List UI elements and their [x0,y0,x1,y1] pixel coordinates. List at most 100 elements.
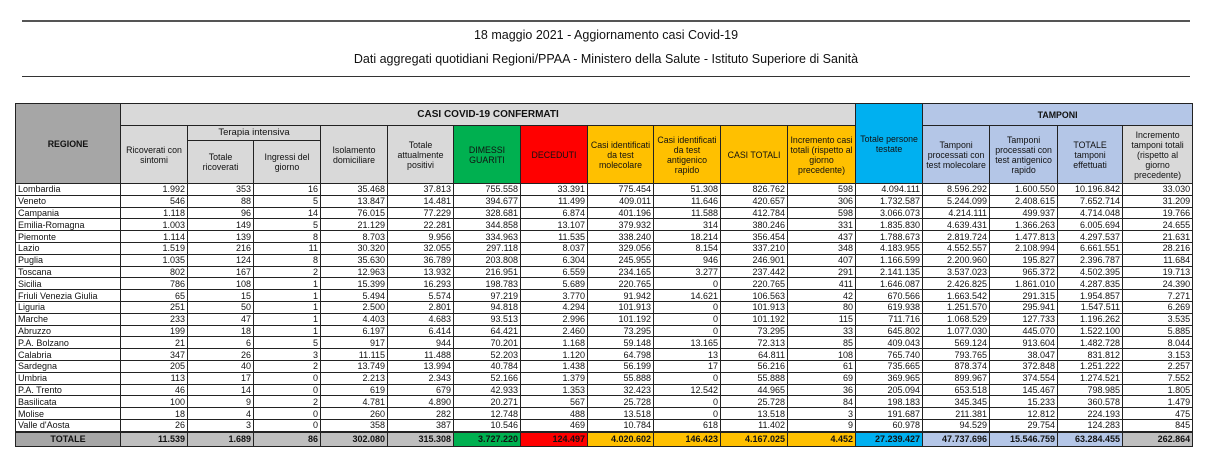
cell-ti-totale: 108 [187,277,254,291]
cell-deceduti: 6.874 [520,206,588,220]
header-tamponi-antigenico: Tamponi processati con test antigenico r… [989,125,1059,184]
cell-attualmente-positivi: 4.890 [387,395,454,409]
total-casi-totali: 4.167.025 [720,430,788,447]
cell-incremento-tamponi: 3.535 [1122,312,1194,326]
cell-tamponi-totale: 6.005.694 [1057,218,1124,232]
cell-regione: P.A. Trento [15,383,121,397]
cell-ti-ingressi: 5 [253,218,321,232]
cell-tamponi-totale: 1.954.857 [1057,289,1124,302]
cell-ti-ingressi: 2 [253,395,321,409]
cell-persone-testate: 205.094 [855,383,924,397]
cell-deceduti: 8.037 [520,241,588,255]
total-tamponi-antigenico: 15.546.759 [989,430,1059,447]
cell-casi-totali: 220.765 [720,277,788,291]
cell-tamponi-antigenico: 499.937 [989,206,1059,220]
table-row: Liguria 251 50 1 2.500 2.801 94.818 4.294 101.91… [15,300,1194,314]
cell-dimessi: 40.784 [453,359,521,373]
cell-tamponi-molecolare: 899.967 [922,371,991,385]
cell-tamponi-molecolare: 4.639.431 [922,218,991,232]
cell-tamponi-totale: 1.522.100 [1057,324,1124,338]
cell-tamponi-totale: 2.396.787 [1057,253,1124,267]
cell-deceduti: 5.689 [520,277,588,291]
cell-isolamento: 13.749 [320,359,388,373]
total-casi-antigenico: 146.423 [653,430,721,447]
cell-attualmente-positivi: 36.789 [387,253,454,267]
cell-tamponi-molecolare: 4.552.557 [922,241,991,255]
cell-deceduti: 6.559 [520,265,588,279]
cell-tamponi-antigenico: 127.733 [989,312,1059,326]
cell-tamponi-totale: 124.283 [1057,418,1124,433]
cell-ricoverati: 1.114 [120,230,188,243]
cell-regione: Puglia [15,253,121,267]
table-row: Sardegna 205 40 2 13.749 13.994 40.784 1.438 56.… [15,359,1194,373]
cell-incremento-casi: 115 [786,312,857,326]
cell-dimessi: 10.546 [453,418,521,433]
table-row: Campania 1.118 96 14 76.015 77.229 328.681 6.87… [15,206,1194,220]
cell-dimessi: 394.677 [453,194,521,208]
cell-ricoverati: 347 [120,348,188,361]
cell-tamponi-totale: 360.578 [1057,395,1124,409]
cell-incremento-casi: 36 [786,383,857,397]
cell-ti-totale: 149 [187,218,254,232]
cell-incremento-casi: 306 [786,194,857,208]
cell-incremento-casi: 42 [786,289,857,302]
header-isolamento: Isolamento domiciliare [320,125,388,184]
cell-tamponi-antigenico: 295.941 [989,300,1059,314]
cell-deceduti: 1.438 [520,359,588,373]
cell-tamponi-totale: 4.297.537 [1057,230,1124,243]
cell-persone-testate: 4.094.111 [855,183,924,196]
table-row: Calabria 347 26 3 11.115 11.488 52.203 1.120 64.… [15,348,1194,361]
cell-ricoverati: 233 [120,312,188,326]
cell-persone-testate: 645.802 [855,324,924,338]
cell-isolamento: 4.403 [320,312,388,326]
header-ti-totale: Totale ricoverati [187,140,254,184]
cell-regione: Molise [15,407,121,420]
cell-isolamento: 76.015 [320,206,388,220]
cell-ti-ingressi: 0 [253,418,321,433]
cell-attualmente-positivi: 14.481 [387,194,454,208]
cell-ricoverati: 1.118 [120,206,188,220]
cell-isolamento: 30.320 [320,241,388,255]
cell-incremento-casi: 69 [786,371,857,385]
cell-tamponi-antigenico: 2.408.615 [989,194,1059,208]
cell-dimessi: 42.933 [453,383,521,397]
cell-isolamento: 15.399 [320,277,388,291]
cell-incremento-casi: 407 [786,253,857,267]
cell-casi-totali: 101.913 [720,300,788,314]
cell-persone-testate: 409.043 [855,336,924,350]
cell-ti-ingressi: 8 [253,253,321,267]
cell-ricoverati: 786 [120,277,188,291]
cell-incremento-tamponi: 19.766 [1122,206,1194,220]
cell-casi-totali: 73.295 [720,324,788,338]
cell-incremento-tamponi: 19.713 [1122,265,1194,279]
cell-casi-totali: 337.210 [720,241,788,255]
cell-tamponi-molecolare: 2.819.724 [922,230,991,243]
total-ricoverati: 11.539 [120,430,188,447]
table-row: Friuli Venezia Giulia 65 15 1 5.494 5.574 97.2… [15,289,1194,302]
cell-casi-totali: 11.402 [720,418,788,433]
header-ti-ingressi: Ingressi del giorno [253,140,321,184]
cell-tamponi-antigenico: 913.604 [989,336,1059,350]
cell-ricoverati: 199 [120,324,188,338]
cell-tamponi-antigenico: 1.366.263 [989,218,1059,232]
table-row: Sicilia 786 108 1 15.399 16.293 198.783 5.689 22… [15,277,1194,291]
header-regione: REGIONE [15,103,121,184]
cell-ti-ingressi: 14 [253,206,321,220]
cell-ricoverati: 26 [120,418,188,433]
cell-ricoverati: 1.992 [120,183,188,196]
table-row: Molise 18 4 0 260 282 12.748 488 13.518 0 13.518 3 1… [15,407,1194,420]
cell-incremento-tamponi: 11.684 [1122,253,1194,267]
total-dimessi: 3.727.220 [453,430,521,447]
cell-deceduti: 11.535 [520,230,588,243]
cell-casi-totali: 246.901 [720,253,788,267]
table-row: Umbria 113 17 0 2.213 2.343 52.166 1.379 55.888 0… [15,371,1194,385]
cell-tamponi-molecolare: 211.381 [922,407,991,420]
cell-attualmente-positivi: 2.801 [387,300,454,314]
cell-dimessi: 198.783 [453,277,521,291]
cell-tamponi-totale: 224.193 [1057,407,1124,420]
header-incremento-tamponi: Incremento tamponi totali (rispetto al g… [1122,125,1194,184]
cell-casi-molecolare: 10.784 [587,418,654,433]
cell-ti-totale: 216 [187,241,254,255]
cell-tamponi-molecolare: 653.518 [922,383,991,397]
cell-casi-antigenico: 0 [653,300,721,314]
